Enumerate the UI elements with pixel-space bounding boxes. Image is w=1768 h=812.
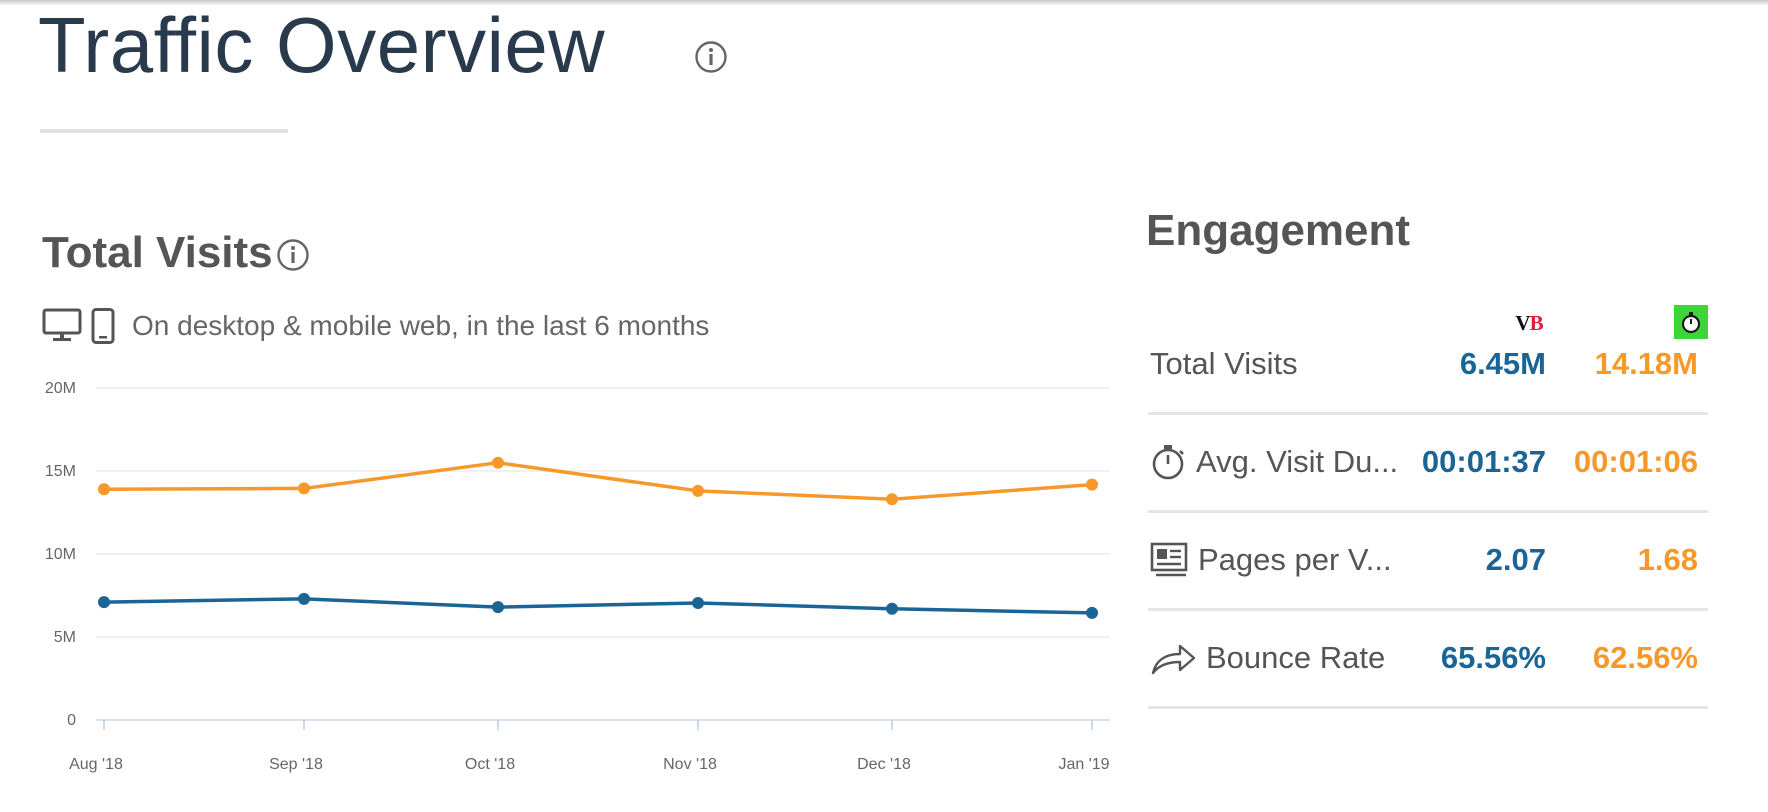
site-b-total-visits: 14.18M	[1594, 346, 1698, 381]
data-point	[98, 483, 110, 496]
series-line-1	[103, 597, 1093, 615]
stopwatch-icon	[1681, 312, 1701, 334]
site-a-pages-per-visit: 2.07	[1485, 542, 1546, 577]
metric-label: Pages per V...	[1198, 542, 1392, 577]
site-a-avg-visit-duration: 00:01:37	[1421, 444, 1546, 479]
title-info-icon[interactable]	[694, 40, 728, 74]
device-caption: On desktop & mobile web, in the last 6 m…	[132, 310, 710, 341]
metric-label: Avg. Visit Du...	[1196, 444, 1399, 479]
x-tick-label: Oct '18	[465, 756, 515, 773]
y-tick-label: 5M	[54, 629, 76, 646]
data-point	[98, 596, 110, 609]
x-tick-label: Aug '18	[69, 756, 123, 773]
data-point	[1086, 478, 1098, 491]
device-filter-row: On desktop & mobile web, in the last 6 m…	[42, 306, 709, 346]
title-underline	[40, 129, 288, 133]
data-point	[1086, 606, 1098, 619]
y-tick-label: 20M	[45, 380, 76, 397]
page-title: Traffic Overview	[38, 1, 606, 89]
metric-label: Total Visits	[1150, 346, 1298, 381]
metric-divider	[1148, 608, 1708, 611]
series-line-2	[103, 460, 1093, 501]
site-b-bounce-rate: 62.56%	[1592, 640, 1698, 675]
desktop-icon	[42, 308, 82, 341]
data-point	[886, 493, 898, 506]
total-visits-info-icon[interactable]	[276, 238, 310, 272]
y-tick-label: 0	[67, 712, 76, 729]
site-b-pages-per-visit: 1.68	[1637, 542, 1698, 577]
total-visits-title: Total Visits	[42, 228, 273, 277]
site-a-total-visits: 6.45M	[1459, 346, 1546, 381]
mobile-icon	[91, 308, 115, 344]
engagement-title: Engagement	[1146, 206, 1411, 255]
data-point	[886, 602, 898, 615]
top-shadow	[0, 0, 1768, 6]
metric-row-bounce-rate: Bounce Rate 65.56% 62.56%	[1146, 608, 1706, 708]
x-tick-label: Dec '18	[857, 756, 911, 773]
y-tick-label: 10M	[45, 546, 76, 563]
metric-divider	[1148, 706, 1708, 709]
metric-divider	[1148, 510, 1708, 513]
share-arrow-icon	[1151, 644, 1196, 675]
data-point	[492, 456, 504, 469]
metric-label: Bounce Rate	[1206, 640, 1386, 675]
data-point	[492, 601, 504, 614]
data-point	[692, 596, 704, 609]
site-b-logo	[1674, 305, 1708, 339]
metric-row-pages-per-visit: Pages per V... 2.07 1.68	[1146, 510, 1706, 610]
metric-row-total-visits: Total Visits 6.45M 14.18M	[1146, 314, 1706, 414]
pages-icon	[1150, 542, 1188, 577]
data-point	[298, 592, 310, 605]
metric-row-avg-visit-duration: Avg. Visit Du... 00:01:37 00:01:06	[1146, 412, 1706, 512]
x-tick-label: Jan '19	[1058, 756, 1109, 773]
stopwatch-icon	[1152, 445, 1184, 480]
data-point	[692, 484, 704, 497]
x-tick-label: Sep '18	[269, 756, 323, 773]
metric-divider	[1148, 412, 1708, 415]
site-a-bounce-rate: 65.56%	[1440, 640, 1546, 675]
x-tick-label: Nov '18	[663, 756, 717, 773]
y-tick-label: 15M	[45, 463, 76, 480]
data-point	[298, 482, 310, 495]
total-visits-chart: 0 5M 10M 15M 20M Aug '18 Sep '18 Oct '18 Nov '18…	[45, 380, 1110, 773]
site-b-avg-visit-duration: 00:01:06	[1573, 444, 1698, 479]
